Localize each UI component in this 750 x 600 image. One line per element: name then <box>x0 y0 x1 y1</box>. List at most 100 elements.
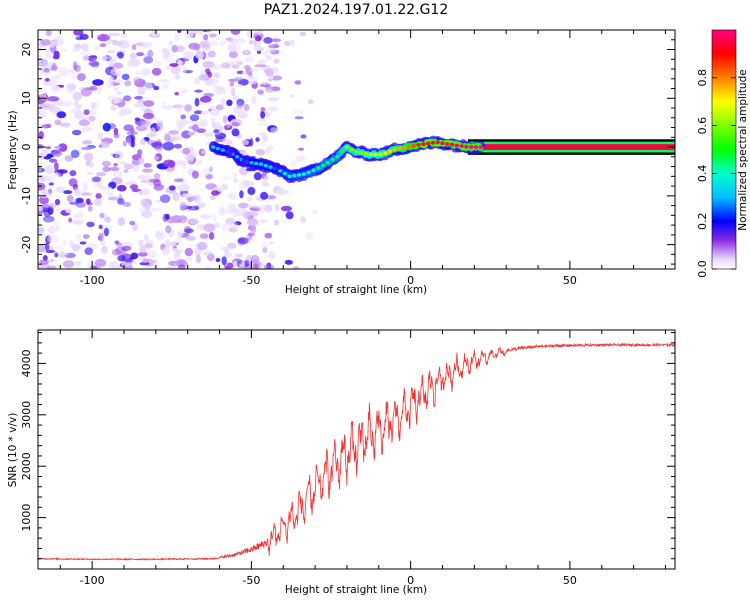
noise-blob <box>38 130 44 140</box>
noise-blob <box>221 223 229 231</box>
noise-blob <box>38 220 42 224</box>
noise-blob <box>164 133 171 142</box>
noise-blob <box>114 97 123 104</box>
noise-blob <box>56 206 62 212</box>
noise-blob <box>176 108 183 114</box>
noise-blob <box>141 68 151 76</box>
noise-blob <box>151 207 162 212</box>
noise-blob <box>45 250 56 253</box>
ridge-core <box>449 142 455 147</box>
signal-blob <box>260 191 269 200</box>
noise-blob <box>106 79 114 89</box>
noise-blob <box>203 34 209 41</box>
noise-blob <box>124 80 132 87</box>
noise-blob <box>311 30 318 33</box>
noise-blob <box>58 143 68 152</box>
noise-blob <box>212 83 219 93</box>
noise-blob <box>69 69 75 73</box>
noise-blob <box>181 88 188 94</box>
noise-blob <box>203 40 210 49</box>
noise-blob <box>222 137 230 147</box>
noise-blob <box>176 216 187 220</box>
ridge-core <box>316 166 321 170</box>
x-tick-label: 0 <box>407 574 414 587</box>
noise-blob <box>168 185 176 191</box>
noise-blob <box>235 253 244 258</box>
noise-blob <box>68 178 78 187</box>
noise-blob <box>108 32 121 37</box>
noise-blob <box>121 245 132 252</box>
noise-blob <box>144 82 153 91</box>
noise-blob <box>122 140 127 147</box>
noise-blob <box>187 197 194 203</box>
x-tick-label: 50 <box>563 574 577 587</box>
ridge-core <box>301 172 307 176</box>
noise-blob <box>78 210 84 219</box>
noise-blob <box>171 104 184 109</box>
noise-blob <box>58 67 70 76</box>
noise-blob <box>275 188 286 196</box>
noise-blob <box>233 178 239 184</box>
noise-blob <box>209 166 213 173</box>
noise-blob <box>201 167 210 177</box>
noise-blob <box>63 190 73 195</box>
ridge-core <box>306 170 311 175</box>
noise-blob <box>133 103 145 108</box>
noise-blob <box>203 132 213 137</box>
noise-blob <box>132 163 139 172</box>
noise-blob <box>43 175 55 183</box>
noise-blob <box>91 61 100 68</box>
noise-blob <box>48 202 57 209</box>
noise-blob <box>173 178 184 183</box>
noise-blob <box>198 74 210 81</box>
noise-blob <box>209 109 220 116</box>
noise-blob <box>208 33 217 38</box>
noise-blob <box>235 212 242 216</box>
noise-blob <box>241 139 249 146</box>
noise-blob <box>232 95 239 102</box>
noise-blob <box>95 193 102 200</box>
noise-blob <box>185 121 195 124</box>
noise-blob <box>55 245 64 250</box>
noise-blob <box>81 192 92 196</box>
x-tick-label: -100 <box>80 574 105 587</box>
noise-blob <box>84 152 94 162</box>
noise-blob <box>187 131 196 136</box>
noise-blob <box>222 115 228 124</box>
ridge-core <box>378 152 383 157</box>
noise-blob <box>74 64 81 72</box>
noise-blob <box>225 217 235 225</box>
noise-blob <box>83 55 89 61</box>
noise-blob <box>110 68 122 76</box>
noise-blob <box>262 241 268 247</box>
noise-blob <box>54 198 61 206</box>
noise-blob <box>98 232 104 242</box>
noise-blob <box>226 99 233 107</box>
noise-blob <box>83 109 90 116</box>
noise-blob <box>69 170 77 177</box>
noise-blob <box>62 239 68 246</box>
noise-blob <box>137 99 145 105</box>
noise-blob <box>56 111 67 119</box>
noise-blob <box>55 224 60 232</box>
noise-blob <box>162 82 168 90</box>
noise-blob <box>184 104 192 112</box>
noise-blob <box>211 190 220 196</box>
ridge-core <box>426 141 431 146</box>
colorbar: 0.0 0.2 0.4 0.6 0.8 Normalized spectral ampl… <box>696 29 749 278</box>
noise-blob <box>70 71 77 79</box>
noise-blob <box>82 140 93 145</box>
snr-axes-frame <box>37 329 676 570</box>
noise-blob <box>74 261 82 266</box>
noise-blob <box>195 51 205 60</box>
noise-blob <box>88 115 96 122</box>
ridge-core <box>320 163 326 168</box>
noise-blob <box>194 97 200 107</box>
noise-blob <box>165 213 170 220</box>
noise-blob <box>39 259 49 265</box>
noise-blob <box>43 209 51 217</box>
noise-blob <box>45 30 52 37</box>
noise-blob <box>218 206 226 216</box>
noise-blob <box>135 70 141 76</box>
